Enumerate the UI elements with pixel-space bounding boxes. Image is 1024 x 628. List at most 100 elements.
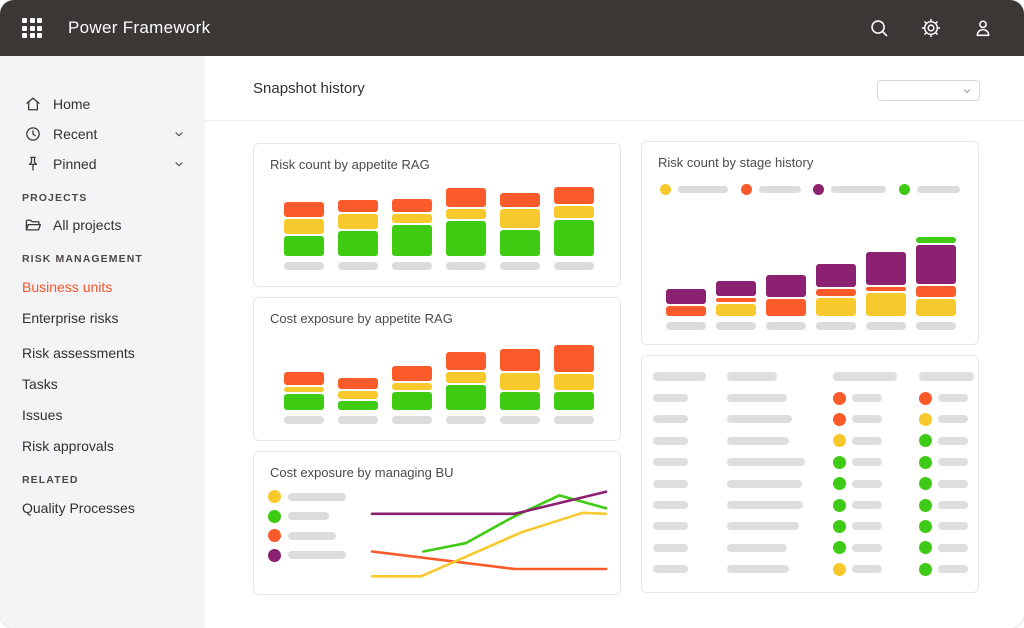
bar-segment-green: [392, 392, 432, 410]
card-risk-count-by-appetite-rag: Risk count by appetite RAG: [253, 143, 621, 287]
sidebar-item-risk-approvals[interactable]: Risk approvals: [22, 437, 114, 454]
x-axis-label-placeholder: [338, 416, 378, 424]
cell-placeholder: [653, 436, 688, 445]
cell-placeholder: [653, 394, 688, 403]
table-cell: [653, 522, 727, 531]
status-dot: [833, 541, 846, 555]
status-dot: [833, 391, 846, 405]
bar-stack: [338, 200, 378, 256]
bar-segment-purple: [816, 264, 856, 287]
table-row: [653, 516, 974, 537]
bar-stack: [392, 199, 432, 256]
table-cell: [727, 501, 833, 510]
table-row: [653, 473, 974, 494]
status-dot: [919, 434, 932, 448]
status-dot: [919, 412, 932, 426]
cell-placeholder: [938, 501, 968, 510]
top-bar: Power Framework: [0, 0, 1024, 56]
bar-segment-green: [284, 236, 324, 256]
legend-item: [740, 184, 801, 195]
cell-placeholder: [727, 479, 802, 488]
status-dot: [919, 477, 932, 491]
bar-segment-green: [284, 394, 324, 410]
cell-placeholder: [653, 565, 688, 574]
bar: [500, 349, 540, 424]
chart-title: Risk count by stage history: [658, 155, 814, 170]
sidebar-item-home[interactable]: Home: [0, 89, 205, 119]
bar-segment-red: [338, 378, 378, 389]
legend-label-placeholder: [758, 186, 801, 193]
bar-segment-red: [554, 345, 594, 372]
bar: [392, 366, 432, 424]
cell-placeholder: [653, 479, 688, 488]
search-icon[interactable]: [868, 17, 890, 39]
legend-item: [660, 184, 728, 195]
cell-placeholder: [938, 565, 968, 574]
legend-item: [268, 509, 372, 523]
bar-segment-amber: [554, 374, 594, 390]
bar-segment-green: [338, 231, 378, 256]
status-dot: [833, 519, 846, 533]
x-axis-label-placeholder: [284, 416, 324, 424]
cell-placeholder: [938, 522, 968, 531]
status-dot: [919, 541, 932, 555]
sidebar-item-all-projects[interactable]: All projects: [0, 210, 205, 240]
table-cell: [919, 412, 974, 426]
bar-segment-red: [766, 299, 806, 316]
bar: [916, 237, 956, 330]
sidebar-item-recent[interactable]: Recent: [0, 119, 205, 149]
settings-gear-icon[interactable]: [920, 17, 942, 39]
cell-placeholder: [852, 501, 882, 510]
sidebar-item-quality-processes[interactable]: Quality Processes: [22, 499, 135, 516]
chevron-down-icon[interactable]: [173, 158, 185, 170]
app-title: Power Framework: [68, 18, 211, 37]
bar: [866, 252, 906, 330]
sidebar-item-tasks[interactable]: Tasks: [22, 375, 58, 392]
sidebar-item-pinned[interactable]: Pinned: [0, 149, 205, 179]
table-row: [653, 409, 974, 430]
header-label-placeholder: [653, 372, 706, 382]
bar-segment-red: [666, 306, 706, 316]
stacked-bar-chart: [254, 187, 620, 286]
card-risk-placeholder-table: [641, 355, 979, 593]
bar: [338, 200, 378, 270]
account-person-icon[interactable]: [972, 17, 994, 39]
chevron-down-icon: [964, 88, 970, 93]
table-header-cell: [653, 372, 727, 382]
bar-segment-red: [284, 372, 324, 385]
bar: [716, 281, 756, 330]
status-dot: [833, 412, 846, 426]
table-cell: [833, 391, 919, 405]
pin-icon: [28, 156, 38, 171]
chevron-down-icon[interactable]: [173, 128, 185, 140]
bar-stack: [392, 366, 432, 410]
table-cell: [727, 415, 833, 424]
table-row: [653, 537, 974, 558]
sidebar-item-business-units[interactable]: Business units: [22, 278, 113, 295]
status-dot: [919, 455, 932, 469]
apps-grid-icon[interactable]: [22, 18, 42, 38]
status-dot: [833, 477, 846, 491]
sidebar-item-enterprise-risks[interactable]: Enterprise risks: [22, 309, 119, 326]
x-axis-label-placeholder: [766, 322, 806, 330]
sidebar-item-issues[interactable]: Issues: [22, 406, 63, 423]
legend-label-placeholder: [916, 186, 960, 193]
bar: [666, 289, 706, 330]
x-axis-label-placeholder: [500, 416, 540, 424]
sidebar-section-projects: PROJECTS: [22, 192, 88, 204]
cell-placeholder: [852, 394, 882, 403]
cell-placeholder: [938, 479, 968, 488]
bar-segment-purple: [916, 245, 956, 284]
x-axis-label-placeholder: [554, 416, 594, 424]
stacked-bar-chart: [642, 237, 978, 344]
home-icon: [26, 97, 40, 111]
card-cost-exposure-by-appetite-rag: Cost exposure by appetite RAG: [253, 297, 621, 441]
snapshot-select[interactable]: [877, 80, 980, 101]
bar-segment-red: [338, 200, 378, 212]
bar-stack: [716, 281, 756, 316]
bar-segment-amber: [284, 219, 324, 234]
table-cell: [919, 455, 974, 469]
x-axis-label-placeholder: [816, 322, 856, 330]
sidebar-item-risk-assessments[interactable]: Risk assessments: [22, 344, 135, 361]
